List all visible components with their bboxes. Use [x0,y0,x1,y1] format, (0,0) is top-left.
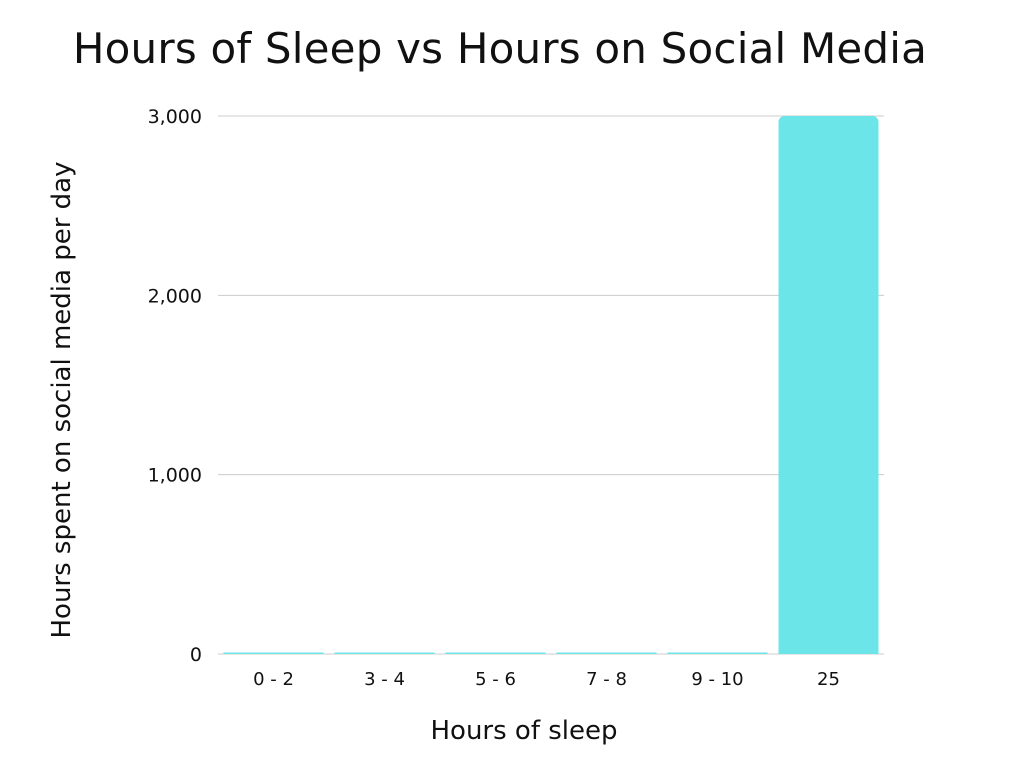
bars [223,116,879,654]
gridlines [218,115,884,655]
x-tick-label: 0 - 2 [253,669,294,690]
x-axis-label: Hours of sleep [430,716,618,746]
y-tick-label: 0 [190,644,202,666]
y-axis-label: Hours spent on social media per day [47,161,77,639]
y-tick-label: 2,000 [148,285,202,307]
bar [223,652,324,654]
bar [445,652,546,654]
chart-title: Hours of Sleep vs Hours on Social Media [72,24,928,73]
x-tick-label: 25 [817,669,840,690]
bar-base [778,644,879,654]
x-tick-label: 7 - 8 [586,669,627,690]
bar [667,652,768,654]
y-tick-labels: 0 1,000 2,000 3,000 [148,106,202,666]
bar [556,652,657,654]
x-tick-label: 3 - 4 [364,669,405,690]
x-tick-labels: 0 - 2 3 - 4 5 - 6 7 - 8 9 - 10 25 [253,669,840,690]
bar [778,116,879,654]
bar [334,652,435,654]
y-tick-label: 3,000 [148,106,202,128]
x-tick-label: 5 - 6 [475,669,516,690]
x-tick-label: 9 - 10 [691,669,743,690]
y-tick-label: 1,000 [148,465,202,487]
